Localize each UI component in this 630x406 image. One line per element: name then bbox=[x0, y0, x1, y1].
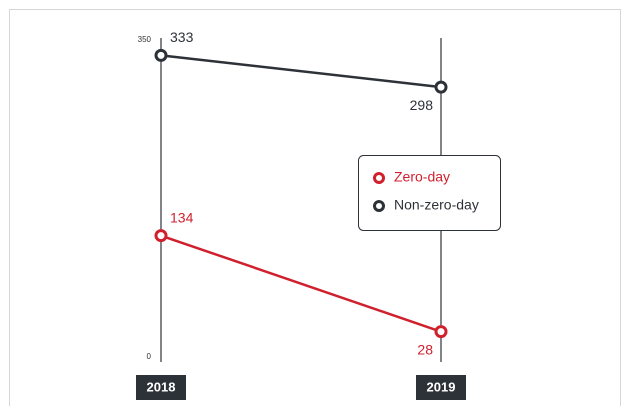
value-label: 333 bbox=[170, 29, 194, 45]
series-line bbox=[160, 234, 442, 333]
frame bbox=[9, 9, 621, 406]
legend-label: Non-zero-day bbox=[394, 197, 479, 213]
category-label: 2019 bbox=[427, 379, 456, 394]
value-label: 28 bbox=[417, 341, 433, 357]
legend-box bbox=[358, 155, 501, 231]
category-label-box bbox=[136, 375, 186, 400]
category-label-box bbox=[416, 375, 466, 400]
legend: Zero-day Non-zero-day bbox=[358, 155, 501, 231]
value-label: 134 bbox=[170, 209, 194, 225]
category-label: 2018 bbox=[147, 379, 176, 394]
legend-marker bbox=[373, 200, 385, 212]
series-line bbox=[160, 54, 442, 89]
point bbox=[434, 325, 448, 339]
y-tick-label: 0 bbox=[147, 352, 152, 361]
legend-label: Zero-day bbox=[394, 169, 450, 185]
point bbox=[434, 80, 448, 94]
point bbox=[154, 48, 168, 62]
value-label: 298 bbox=[410, 97, 434, 113]
point bbox=[154, 229, 168, 243]
legend-marker bbox=[373, 172, 385, 184]
y-tick-label: 350 bbox=[138, 35, 152, 44]
